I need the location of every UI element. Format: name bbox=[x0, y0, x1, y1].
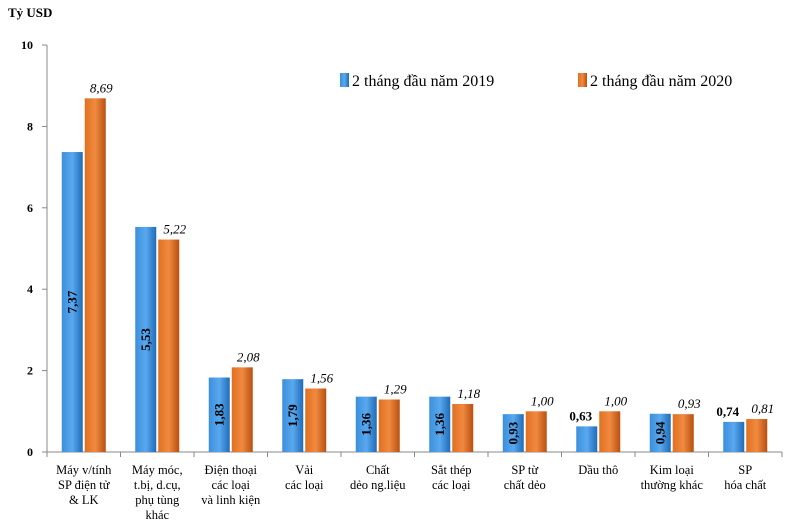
data-label-2020: 0,93 bbox=[678, 396, 701, 411]
category-label-line: chất dẻo bbox=[504, 478, 546, 492]
category-label-line: phụ tùng bbox=[135, 493, 180, 507]
bar-2020 bbox=[231, 367, 253, 452]
data-label-2019: 1,36 bbox=[432, 412, 447, 435]
category-label: SP hóa chất bbox=[724, 463, 767, 492]
data-label-2020: 1,29 bbox=[384, 381, 407, 396]
data-label-2020: 1,18 bbox=[457, 386, 480, 401]
data-label-2019: 0,94 bbox=[652, 421, 667, 444]
bar-2020 bbox=[746, 419, 768, 452]
data-label-2019: 1,79 bbox=[285, 404, 300, 427]
bar-2020 bbox=[525, 411, 547, 452]
category-label: SP từ chất dẻo bbox=[504, 463, 546, 492]
y-tick-label: 0 bbox=[27, 445, 33, 459]
category-label-line: dẻo ng.liệu bbox=[350, 478, 406, 492]
legend-label: 2 tháng đầu năm 2019 bbox=[352, 73, 494, 90]
bar-2019 bbox=[429, 396, 451, 452]
category-label-line: & LK bbox=[69, 493, 99, 507]
category-label-line: Chất bbox=[366, 463, 390, 477]
data-label-2019: 7,37 bbox=[64, 290, 79, 313]
category-label-line: Kim loại bbox=[650, 463, 695, 477]
data-label-2020: 1,56 bbox=[310, 371, 333, 386]
category-label-line: Điện thoại bbox=[205, 463, 258, 477]
category-label-line: thường khác bbox=[641, 478, 704, 492]
bar-2019 bbox=[135, 226, 157, 452]
category-label-line: t.bị, d.cụ, bbox=[134, 478, 181, 492]
category-label: Máy móc, t.bị, d.cụ, phụ tùng khác bbox=[132, 463, 183, 522]
category-label-line: SP từ bbox=[511, 463, 539, 477]
data-label-2019: 1,36 bbox=[358, 412, 373, 435]
y-axis-label: Tỷ USD bbox=[8, 5, 52, 20]
bar-2019 bbox=[61, 152, 83, 452]
category-label-line: SP điện tử bbox=[58, 478, 111, 492]
bar-2019 bbox=[282, 379, 304, 452]
category-label: Vải các loại bbox=[285, 463, 324, 492]
category-label: Máy v/tính SP điện tử & LK bbox=[56, 463, 112, 507]
data-label-2019: 1,83 bbox=[211, 403, 226, 426]
data-label-2019: 0,74 bbox=[716, 404, 739, 419]
bar-2020 bbox=[599, 411, 621, 452]
data-label-2020: 2,08 bbox=[237, 349, 260, 364]
category-label: Kim loại thường khác bbox=[641, 463, 704, 492]
legend-swatch bbox=[578, 73, 587, 87]
legend-swatch bbox=[340, 73, 349, 87]
bar-2019 bbox=[723, 421, 745, 452]
bar-2020 bbox=[305, 388, 327, 452]
bar-2020 bbox=[158, 239, 180, 452]
bar-2020 bbox=[452, 403, 474, 452]
data-label-2019: 0,93 bbox=[505, 421, 520, 444]
data-label-2020: 1,00 bbox=[604, 393, 627, 408]
bar-2020 bbox=[84, 98, 106, 452]
category-label-line: các loại bbox=[285, 478, 324, 492]
bar-2019 bbox=[355, 396, 377, 452]
category-label-line: Sắt thép bbox=[431, 463, 472, 477]
data-label-2020: 8,69 bbox=[90, 80, 113, 95]
bar-2019 bbox=[208, 377, 230, 452]
category-label-line: các loại bbox=[432, 478, 471, 492]
category-label: Sắt thép các loại bbox=[431, 463, 472, 492]
data-label-2020: 1,00 bbox=[531, 393, 554, 408]
category-label-line: các loại bbox=[211, 478, 250, 492]
category-label-line: khác bbox=[145, 508, 169, 522]
bar-2019 bbox=[649, 413, 671, 452]
category-label-line: hóa chất bbox=[724, 478, 767, 492]
bar-2019 bbox=[502, 414, 524, 452]
legend-label: 2 tháng đầu năm 2020 bbox=[590, 73, 732, 90]
category-label-line: Vải bbox=[295, 463, 314, 477]
category-label-line: Máy v/tính bbox=[56, 463, 112, 477]
data-label-2020: 5,22 bbox=[163, 222, 186, 237]
category-label-line: Máy móc, bbox=[132, 463, 183, 477]
category-label: Chất dẻo ng.liệu bbox=[350, 463, 406, 492]
y-tick-label: 6 bbox=[27, 201, 33, 215]
bar-2020 bbox=[378, 399, 400, 452]
category-label: Dầu thô bbox=[578, 463, 618, 477]
y-tick-label: 8 bbox=[27, 119, 33, 133]
y-tick-label: 2 bbox=[27, 364, 33, 378]
bar-2019 bbox=[576, 426, 598, 452]
category-label-line: SP bbox=[738, 463, 752, 477]
y-tick-label: 10 bbox=[21, 38, 33, 52]
category-label-line: Dầu thô bbox=[578, 463, 618, 477]
category-label-line: và linh kiện bbox=[201, 493, 261, 507]
data-label-2019: 5,53 bbox=[138, 328, 153, 351]
data-label-2020: 0,81 bbox=[751, 401, 774, 416]
category-label: Điện thoại các loại và linh kiện bbox=[201, 463, 261, 507]
bar-2020 bbox=[672, 414, 694, 452]
y-tick-label: 4 bbox=[27, 282, 33, 296]
data-label-2019: 0,63 bbox=[569, 408, 592, 423]
